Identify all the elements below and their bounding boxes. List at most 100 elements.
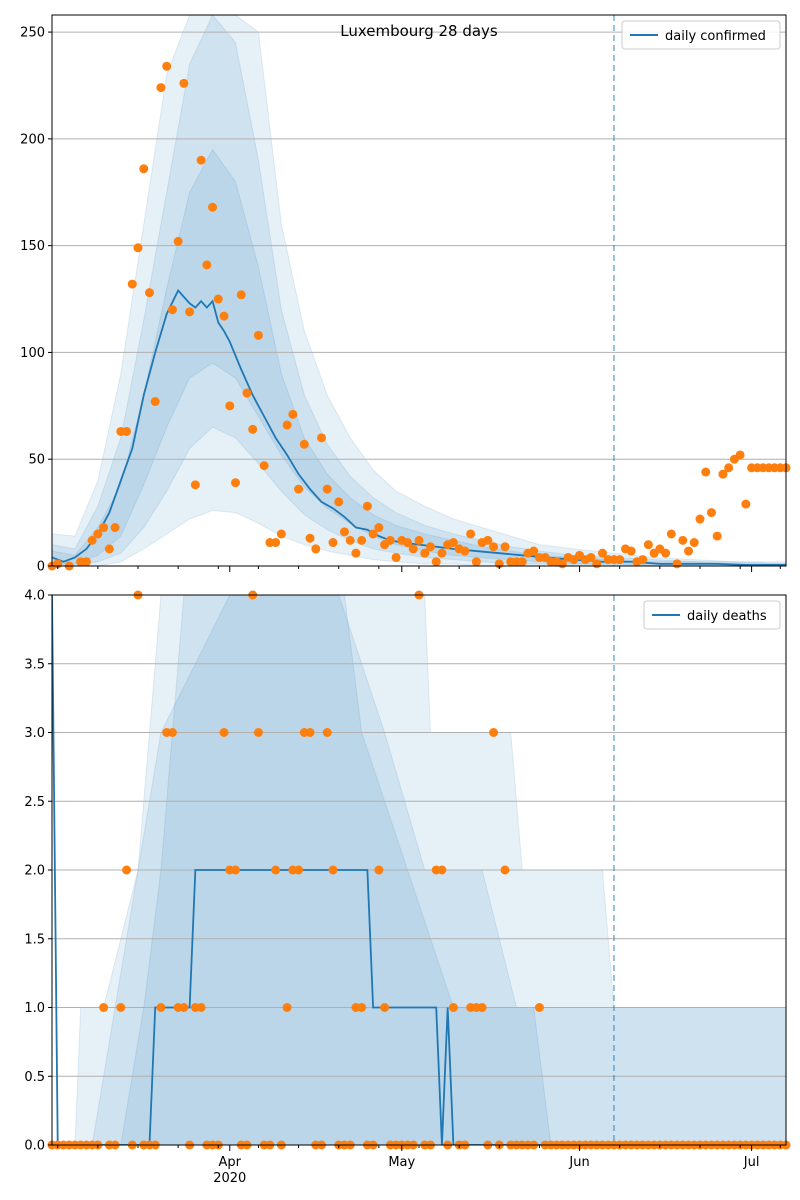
y-tick-label: 1.0 — [24, 1001, 45, 1016]
data-point — [305, 728, 315, 737]
data-point — [351, 548, 361, 558]
data-point — [271, 865, 281, 875]
data-point — [156, 83, 166, 93]
data-point — [437, 548, 447, 558]
data-point — [483, 535, 493, 545]
data-point — [672, 559, 682, 569]
y-tick-label: 0.5 — [24, 1070, 45, 1085]
data-point — [322, 484, 332, 494]
data-point — [196, 1003, 206, 1012]
x-tick-label: Apr — [219, 1155, 242, 1170]
data-point — [99, 523, 109, 533]
data-point — [448, 538, 458, 548]
data-point — [724, 463, 734, 473]
data-point — [380, 1003, 390, 1012]
data-point — [99, 1003, 109, 1012]
data-point — [695, 514, 705, 524]
data-point — [684, 546, 694, 556]
data-point — [741, 499, 751, 509]
data-point — [208, 202, 218, 212]
data-point — [706, 508, 716, 518]
data-point — [219, 728, 229, 737]
y-tick-label: 100 — [20, 346, 45, 361]
data-point — [179, 1003, 189, 1012]
data-point — [735, 450, 745, 460]
data-point — [357, 535, 367, 545]
data-point — [368, 529, 378, 539]
confirmed-legend-label: daily confirmed — [665, 29, 766, 44]
y-tick-label: 2.0 — [24, 864, 45, 879]
uncertainty-band-1 — [52, 15, 786, 566]
confirmed-uncertainty-bands — [52, 15, 786, 566]
data-point — [317, 433, 327, 443]
data-point — [712, 531, 722, 541]
data-point — [460, 546, 470, 556]
data-point — [701, 467, 711, 477]
data-point — [517, 557, 527, 567]
data-point — [489, 728, 499, 737]
deaths-panel: 0.0 0.5 1.0 1.5 2.0 2.5 3.0 3.5 4.0 Apr May Jun Jul… — [24, 589, 791, 1186]
data-point — [116, 1003, 126, 1012]
data-point — [259, 461, 269, 471]
data-point — [271, 538, 281, 548]
confirmed-panel: 0 50 100 150 200 250 Luxembourg 28 days daily… — [20, 14, 791, 575]
x-tick-label: Jul — [743, 1155, 760, 1170]
uncertainty-band-2 — [52, 148, 786, 566]
data-point — [150, 397, 160, 407]
y-tick-label: 250 — [20, 26, 45, 41]
confirmed-legend-box — [621, 20, 781, 50]
data-point — [167, 728, 177, 737]
data-point — [104, 544, 114, 554]
data-point — [196, 155, 206, 165]
confirmed-legend: daily confirmed — [621, 20, 781, 50]
data-point — [345, 535, 355, 545]
y-tick-label: 4.0 — [24, 589, 45, 604]
data-point — [391, 552, 401, 562]
data-point — [299, 439, 309, 449]
data-point — [253, 330, 263, 340]
data-point — [242, 388, 252, 398]
data-point — [362, 501, 372, 511]
data-point — [202, 260, 212, 270]
data-point — [425, 542, 435, 552]
deaths-x-axis: Apr May Jun Jul — [57, 1145, 781, 1170]
data-point — [598, 548, 607, 558]
data-point — [162, 61, 172, 71]
data-point — [311, 544, 321, 554]
data-point — [466, 529, 476, 539]
data-point — [414, 535, 424, 545]
data-point — [139, 164, 149, 174]
x-axis-year-label: 2020 — [213, 1171, 246, 1186]
data-point — [489, 542, 499, 552]
data-point — [403, 538, 413, 548]
data-point — [477, 1003, 487, 1012]
x-tick-label: May — [388, 1155, 415, 1170]
data-point — [185, 307, 195, 317]
y-tick-label: 1.5 — [24, 932, 45, 947]
data-point — [374, 523, 384, 533]
data-point — [328, 538, 338, 548]
data-point — [718, 469, 728, 479]
data-point — [282, 1003, 292, 1012]
data-point — [339, 527, 349, 537]
data-point — [294, 484, 304, 494]
y-tick-label: 3.0 — [24, 726, 45, 741]
data-point — [179, 78, 189, 88]
y-tick-label: 50 — [28, 453, 45, 468]
data-point — [500, 865, 510, 875]
data-point — [231, 478, 240, 488]
y-tick-label: 2.5 — [24, 795, 45, 810]
data-point — [110, 523, 120, 533]
chart-title: Luxembourg 28 days — [340, 22, 498, 40]
data-point — [219, 311, 229, 321]
data-point — [534, 1003, 544, 1012]
data-point — [93, 529, 103, 539]
data-point — [253, 728, 263, 737]
data-point — [500, 542, 510, 552]
y-tick-label: 3.5 — [24, 657, 45, 672]
data-point — [282, 420, 292, 430]
data-point — [87, 535, 97, 545]
data-point — [638, 555, 648, 565]
data-point — [471, 557, 481, 567]
